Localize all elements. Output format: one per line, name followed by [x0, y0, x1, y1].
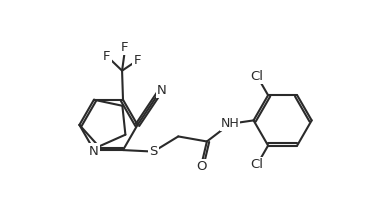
Text: S: S	[149, 145, 158, 158]
Text: F: F	[133, 54, 141, 67]
Text: N: N	[157, 84, 166, 97]
Text: NH: NH	[221, 117, 239, 130]
Text: O: O	[196, 160, 207, 173]
Text: Cl: Cl	[251, 70, 264, 83]
Text: F: F	[121, 41, 129, 54]
Text: Cl: Cl	[251, 158, 264, 171]
Text: F: F	[103, 50, 111, 63]
Text: N: N	[89, 145, 99, 158]
